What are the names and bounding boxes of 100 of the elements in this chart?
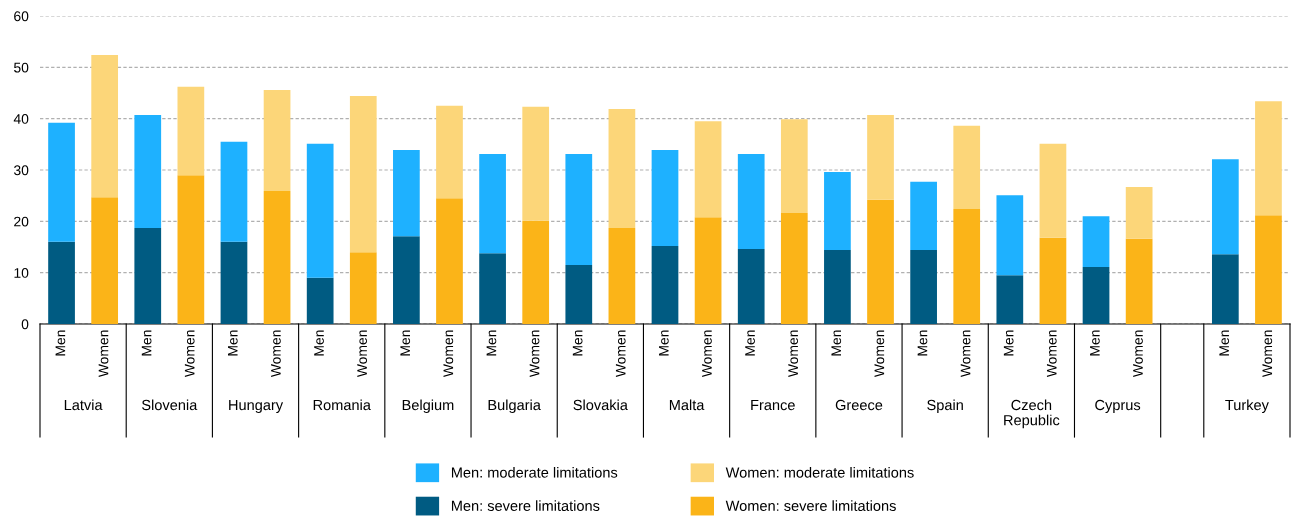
legend-label: Men: moderate limitations: [451, 466, 618, 478]
legend-label: Men: severe limitations: [451, 500, 600, 512]
bar: [479, 154, 506, 254]
bar: [134, 115, 162, 229]
text: Slovakia: [573, 399, 628, 411]
bar: [737, 154, 765, 250]
x-tick-label: Men: [745, 330, 755, 356]
x-tick-label: Men: [314, 330, 324, 356]
x-tick-label: Women: [874, 330, 885, 378]
x-tick-label: Women: [1262, 330, 1273, 378]
x-tick-label: Women: [98, 330, 109, 378]
bar: [651, 245, 679, 324]
x-tick-label: Men: [141, 330, 152, 356]
y-tick-label: 30: [13, 165, 29, 176]
bar: [996, 275, 1024, 324]
bar: [522, 220, 550, 324]
bar: [263, 89, 291, 192]
x-tick-label: Men: [400, 330, 411, 356]
bar: [177, 175, 205, 324]
bar: [349, 96, 377, 253]
text: Czech Republic: [1004, 399, 1060, 429]
bar: [91, 197, 119, 324]
x-tick-label: Women: [702, 330, 712, 378]
bar: [824, 250, 851, 324]
x-tick-label: Women: [357, 330, 367, 378]
text: Malta: [669, 399, 705, 411]
x-tick-label: Women: [529, 330, 540, 378]
y-tick-label: 50: [14, 62, 29, 73]
bar: [306, 277, 334, 324]
bar: [565, 154, 593, 265]
x-tick-label: Men: [917, 330, 928, 356]
bar: [91, 55, 119, 198]
bar: [1211, 254, 1239, 324]
bar: [780, 213, 808, 324]
x-tick-label: Men: [486, 330, 497, 356]
bar: [910, 250, 937, 324]
y-tick-label: 20: [14, 216, 29, 227]
bar: [910, 181, 937, 251]
bar: [436, 198, 463, 324]
bar: [48, 241, 75, 324]
text: Belgium: [402, 399, 454, 414]
y-tick-label: 10: [14, 268, 29, 278]
x-tick-label: Women: [443, 330, 454, 378]
text: Spain: [927, 399, 963, 414]
bar: [393, 149, 420, 237]
bar: [1211, 159, 1239, 255]
bar: [824, 172, 851, 251]
x-tick-label: Men: [1003, 330, 1014, 356]
x-tick-label: Men: [1090, 330, 1100, 356]
text: Hungary: [229, 400, 284, 414]
text: Cyprus: [1095, 399, 1141, 414]
text: Latvia: [64, 399, 103, 411]
bar: [306, 143, 334, 278]
x-tick-label: Men: [1219, 330, 1230, 356]
text: Greece: [835, 399, 883, 411]
text: Bulgaria: [488, 399, 541, 414]
bar: [953, 125, 981, 210]
x-tick-label: Women: [615, 330, 626, 378]
bar: [1082, 216, 1110, 268]
x-tick-label: Men: [831, 330, 842, 356]
bar: [522, 106, 550, 221]
bar: [48, 122, 75, 242]
bar: [263, 191, 291, 324]
y-tick-label: 40: [13, 114, 29, 124]
bar: [737, 249, 765, 324]
bar: [867, 115, 894, 200]
y-tick-label: 60: [14, 11, 29, 22]
x-tick-label: Men: [55, 330, 66, 356]
bar: [349, 252, 377, 324]
x-tick-label: Women: [184, 330, 195, 378]
text: Slovenia: [142, 399, 198, 411]
bar: [134, 228, 162, 324]
x-tick-label: Men: [659, 330, 669, 356]
bar: [780, 119, 808, 214]
x-tick-label: Women: [788, 330, 799, 378]
bar: [608, 108, 636, 229]
bar: [393, 236, 420, 324]
bar: [694, 121, 722, 218]
text: Turkey: [1225, 399, 1269, 414]
text: Romania: [313, 399, 371, 411]
text: France: [751, 400, 795, 411]
x-tick-label: Women: [1133, 330, 1143, 378]
legend-label: Women: moderate limitations: [725, 466, 914, 478]
bar: [1125, 186, 1153, 239]
legend-label: Women: severe limitations: [725, 500, 896, 512]
x-tick-label: Women: [960, 330, 971, 378]
bar: [1039, 237, 1067, 324]
x-tick-label: Women: [271, 330, 281, 378]
bar: [651, 149, 679, 246]
bar: [953, 209, 981, 324]
bar: [608, 228, 636, 324]
bar: [867, 199, 894, 324]
bar: [1255, 101, 1282, 216]
bar: [694, 217, 722, 324]
bar: [1039, 143, 1067, 238]
bar: [436, 105, 463, 199]
bar: [565, 264, 593, 324]
bar: [479, 253, 506, 324]
x-tick-label: Men: [228, 330, 238, 356]
bar: [220, 241, 248, 324]
